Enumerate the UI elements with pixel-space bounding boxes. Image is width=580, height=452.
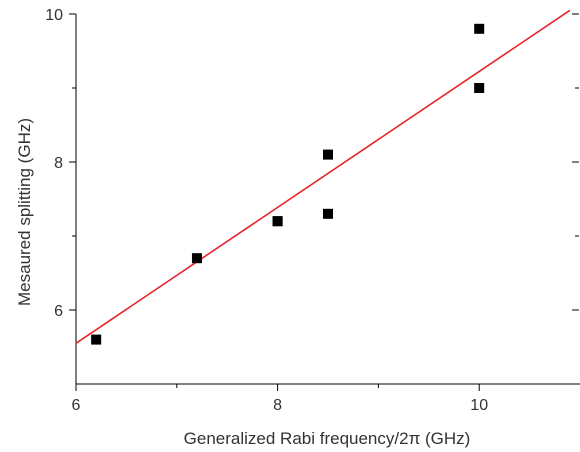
data-point: [272, 216, 283, 227]
x-tick-label: 10: [470, 397, 488, 414]
y-axis-label: Mesaured splitting (GHz): [15, 118, 34, 306]
data-point: [474, 83, 485, 93]
y-tick-label: 6: [54, 303, 63, 320]
x-axis-label: Generalized Rabi frequency/2π (GHz): [184, 429, 471, 448]
data-point: [191, 253, 202, 264]
data-point: [323, 149, 333, 160]
x-tick-label: 8: [273, 397, 282, 414]
fit-line: [75, 9, 571, 344]
fit-line-group: [75, 9, 571, 344]
x-tick-label: 6: [72, 397, 81, 414]
data-point: [323, 208, 333, 219]
data-points: [91, 23, 485, 345]
y-tick-label: 8: [54, 155, 63, 172]
axes: [69, 13, 580, 391]
data-point: [91, 334, 102, 345]
y-tick-label: 10: [45, 7, 63, 24]
x-tick-labels: 6 8 10: [72, 397, 489, 414]
data-point: [474, 23, 485, 34]
y-tick-labels: 6 8 10: [45, 7, 63, 320]
